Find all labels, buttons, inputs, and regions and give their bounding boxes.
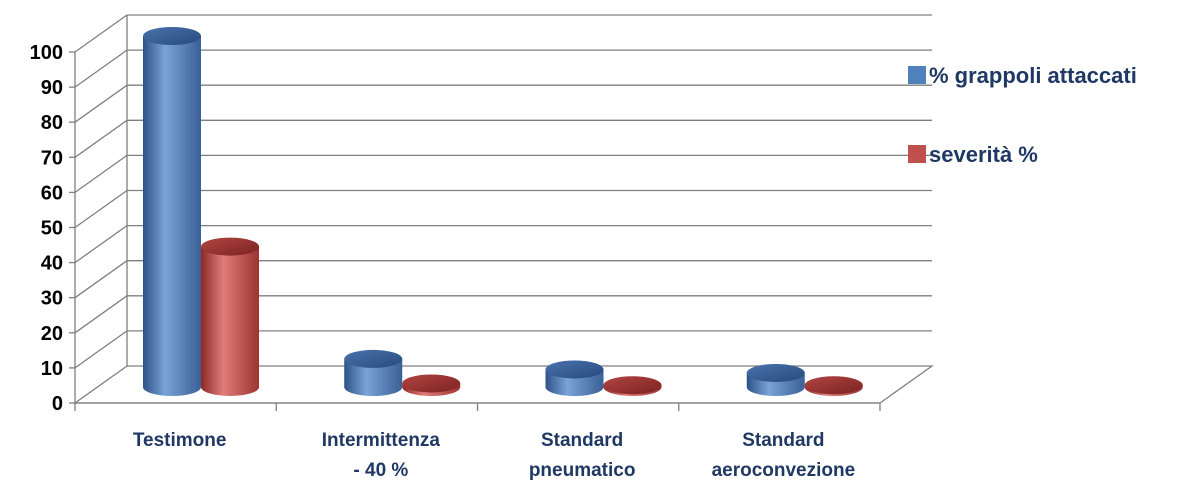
bar-top	[344, 349, 403, 368]
x-tick-label-line: - 40 %	[353, 460, 408, 481]
legend-swatch-severita	[908, 145, 926, 163]
axes	[69, 15, 935, 411]
bar-body	[201, 246, 259, 396]
y-tick-label: 10	[41, 358, 63, 380]
legend: % grappoli attaccati severità %	[908, 63, 1137, 167]
bar-body	[143, 36, 201, 396]
bar-top	[603, 376, 662, 395]
bar-severita	[603, 376, 662, 396]
y-tick-label: 70	[41, 147, 63, 169]
x-tick-label-line: aeroconvezione	[712, 460, 856, 481]
bar-grappoli-attaccati	[143, 27, 201, 396]
gridline	[74, 14, 932, 53]
bar-body	[344, 358, 403, 396]
y-tick-label: 80	[41, 112, 63, 134]
gridline	[74, 189, 932, 229]
x-tick-label: Intermittenza - 40 %	[322, 430, 441, 481]
x-tick-label-line: pneumatico	[529, 460, 636, 481]
bar-severita	[804, 376, 863, 396]
bar-grappoli-attaccati	[746, 363, 805, 396]
y-tick-label: 30	[41, 288, 63, 310]
x-tick-label-line: Standard	[541, 430, 623, 451]
legend-label: % grappoli attaccati	[929, 63, 1137, 88]
x-tick-labels: Testimone Intermittenza - 40 % Standard pneu…	[133, 430, 855, 481]
x-tick-label-line: Testimone	[133, 430, 227, 451]
x-tick-label-line: Standard	[742, 430, 824, 451]
legend-swatch-grappoli	[908, 66, 926, 84]
bar-grappoli-attaccati	[545, 360, 604, 396]
y-tick-label: 100	[30, 42, 63, 64]
y-tick-label: 20	[41, 323, 63, 345]
bar-top	[746, 363, 805, 382]
gridline	[74, 84, 932, 123]
x-tick-label: Standard pneumatico	[529, 430, 636, 481]
y-tick-label: 40	[41, 253, 63, 275]
gridline	[74, 154, 932, 193]
bar-severita	[201, 237, 259, 396]
y-tick-label: 0	[52, 393, 63, 415]
legend-label: severità %	[929, 142, 1038, 167]
bar-top	[143, 27, 201, 45]
x-tick-label: Standard aeroconvezione	[712, 430, 856, 481]
bar-top	[545, 360, 604, 379]
y-tick-label: 60	[41, 182, 63, 204]
bar-grappoli-attaccati	[344, 349, 403, 396]
y-tick-labels: 0 10 20 30 40 50 60 70 80 90 100	[30, 42, 63, 415]
bar-top	[804, 376, 863, 395]
bar-top	[201, 237, 259, 256]
x-tick-label-line: Intermittenza	[322, 430, 441, 451]
gridline	[74, 119, 932, 158]
x-tick-label: Testimone	[133, 430, 227, 451]
gridline	[74, 49, 932, 88]
bars	[143, 27, 863, 396]
y-tick-label: 50	[41, 218, 63, 240]
y-tick-label: 90	[41, 77, 63, 99]
bar-top	[402, 374, 461, 393]
bar-severita	[402, 374, 461, 396]
